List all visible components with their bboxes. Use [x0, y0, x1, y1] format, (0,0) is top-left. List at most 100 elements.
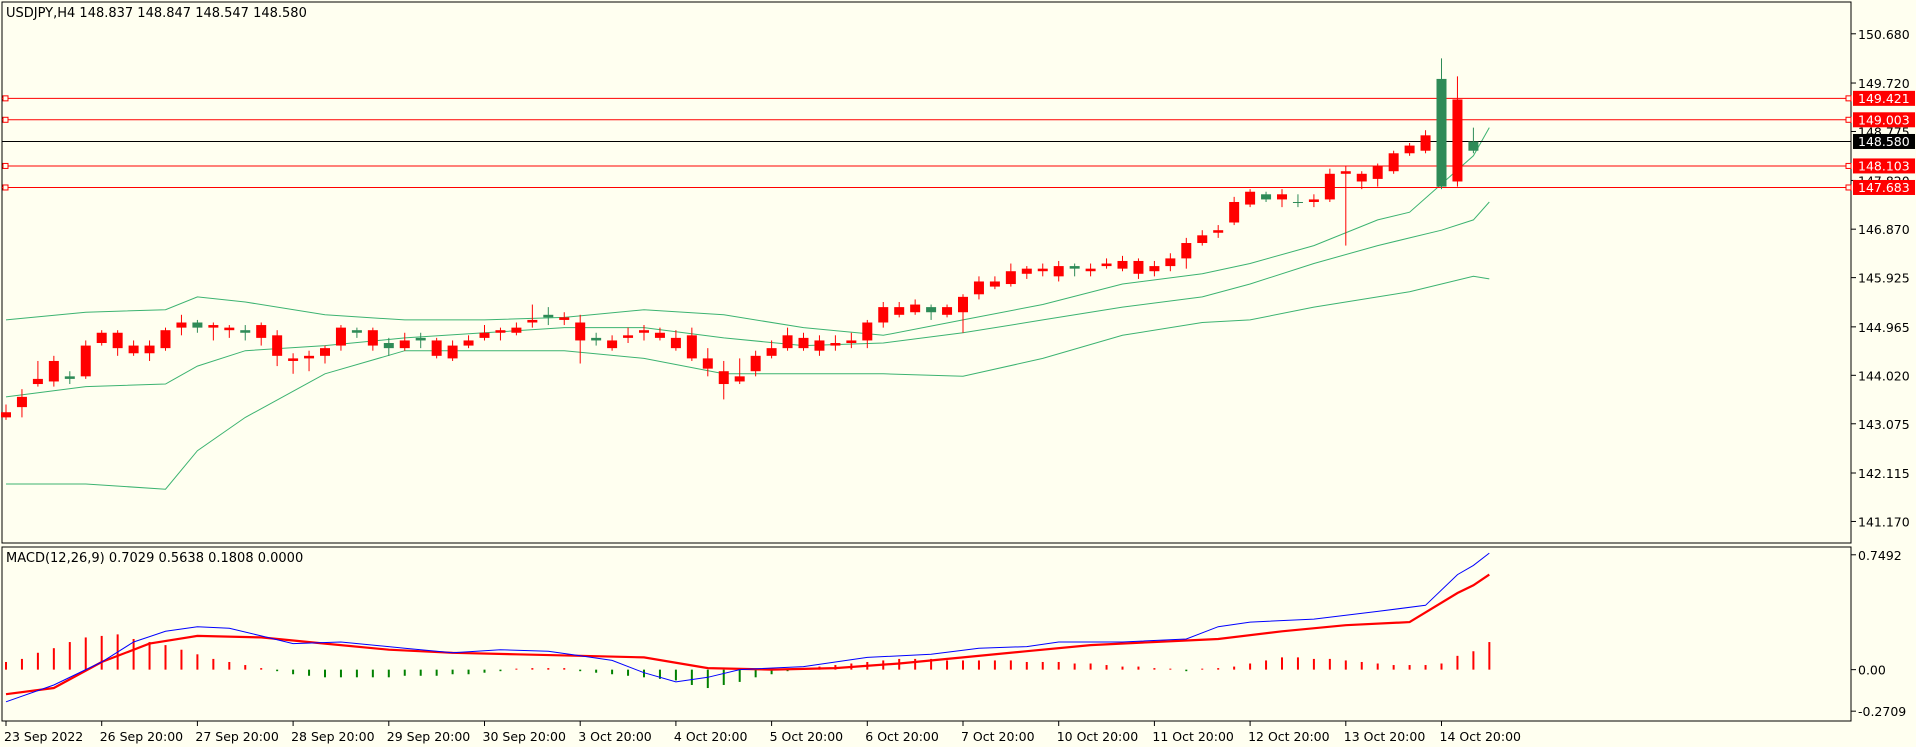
candle-body[interactable]	[1117, 260, 1128, 269]
candle-body[interactable]	[1356, 173, 1367, 182]
candle-body[interactable]	[639, 330, 649, 333]
candle-body[interactable]	[654, 332, 665, 338]
candle-body[interactable]	[734, 376, 745, 382]
candle-body[interactable]	[224, 327, 235, 331]
candle-body[interactable]	[1069, 266, 1080, 269]
candle-body[interactable]	[543, 314, 554, 318]
level-anchor-handle[interactable]	[1845, 116, 1852, 123]
candle-body[interactable]	[623, 335, 634, 338]
candle-body[interactable]	[48, 360, 59, 382]
candle-body[interactable]	[304, 355, 315, 359]
candle-body[interactable]	[1, 412, 11, 418]
candle-body[interactable]	[272, 335, 283, 356]
candle-body[interactable]	[942, 307, 953, 315]
candle-body[interactable]	[1245, 191, 1256, 205]
level-anchor-handle[interactable]	[2, 95, 9, 102]
candle-body[interactable]	[1388, 153, 1399, 172]
candle-body[interactable]	[1277, 194, 1287, 200]
candle-body[interactable]	[80, 345, 91, 377]
candle-body[interactable]	[750, 355, 761, 372]
candle-body[interactable]	[1005, 271, 1016, 285]
candle-body[interactable]	[1085, 268, 1096, 272]
candle-body[interactable]	[288, 358, 299, 361]
candle-body[interactable]	[798, 337, 809, 349]
level-anchor-handle[interactable]	[1845, 184, 1852, 191]
candle-body[interactable]	[431, 340, 442, 356]
candle-body[interactable]	[1133, 260, 1144, 274]
candle-body[interactable]	[1181, 243, 1192, 259]
candle-body[interactable]	[320, 348, 330, 356]
candle-body[interactable]	[718, 371, 729, 385]
level-anchor-handle[interactable]	[2, 184, 9, 191]
candle-body[interactable]	[399, 340, 410, 349]
macd-panel[interactable]: 0.7492 0.00 -0.2709	[1, 546, 1906, 722]
candle-body[interactable]	[1037, 268, 1048, 272]
candle-body[interactable]	[495, 330, 506, 333]
candle-body[interactable]	[176, 322, 187, 328]
level-anchor-handle[interactable]	[2, 116, 9, 123]
candle-body[interactable]	[926, 307, 937, 313]
candle-body[interactable]	[1165, 258, 1176, 267]
candle-body[interactable]	[479, 332, 490, 338]
candle-body[interactable]	[607, 340, 618, 349]
candle-body[interactable]	[351, 330, 362, 333]
level-anchor-handle[interactable]	[1845, 95, 1852, 102]
candle-body[interactable]	[527, 319, 538, 323]
candle-body[interactable]	[144, 345, 155, 354]
candle-body[interactable]	[447, 345, 458, 359]
candle-body[interactable]	[1021, 268, 1032, 274]
candle-body[interactable]	[1452, 99, 1463, 182]
candle-body[interactable]	[1229, 201, 1240, 223]
candle-body[interactable]	[575, 322, 586, 341]
candle-body[interactable]	[1213, 230, 1224, 233]
candle-body[interactable]	[192, 322, 203, 328]
candle-body[interactable]	[463, 340, 474, 346]
candle-body[interactable]	[511, 327, 522, 333]
price-panel[interactable]: 150.680149.720148.775147.820146.870145.9…	[1, 1, 1915, 544]
candle-body[interactable]	[1468, 141, 1479, 151]
candle-body[interactable]	[383, 343, 394, 349]
candle-body[interactable]	[1308, 199, 1319, 202]
level-anchor-handle[interactable]	[2, 162, 9, 169]
candle-body[interactable]	[1372, 166, 1383, 179]
candle-body[interactable]	[830, 343, 841, 346]
candle-body[interactable]	[1324, 173, 1335, 200]
candle-body[interactable]	[686, 335, 697, 359]
level-anchor-handle[interactable]	[1845, 162, 1852, 169]
candle-body[interactable]	[782, 335, 793, 349]
candle-body[interactable]	[1436, 78, 1447, 187]
candle-body[interactable]	[160, 330, 171, 349]
candle-body[interactable]	[1053, 266, 1064, 277]
candle-body[interactable]	[1197, 235, 1208, 244]
candle-body[interactable]	[766, 348, 777, 356]
candle-body[interactable]	[591, 337, 602, 341]
candle-body[interactable]	[973, 281, 984, 295]
candle-body[interactable]	[894, 307, 905, 315]
candle-body[interactable]	[208, 325, 219, 328]
candle-body[interactable]	[1292, 201, 1303, 203]
candle-body[interactable]	[32, 378, 43, 385]
candle-body[interactable]	[1404, 145, 1415, 154]
candle-body[interactable]	[1101, 263, 1112, 267]
candle-body[interactable]	[814, 340, 825, 351]
candle-body[interactable]	[702, 358, 713, 369]
candle-body[interactable]	[96, 332, 107, 344]
candle-body[interactable]	[559, 317, 570, 320]
candle-body[interactable]	[112, 332, 123, 349]
candle-body[interactable]	[415, 337, 426, 341]
candle-body[interactable]	[64, 376, 75, 379]
candle-body[interactable]	[256, 325, 267, 338]
candle-body[interactable]	[910, 304, 921, 313]
candle-body[interactable]	[240, 330, 251, 333]
candle-body[interactable]	[1261, 194, 1272, 200]
candle-body[interactable]	[989, 281, 1000, 287]
candle-body[interactable]	[1340, 171, 1351, 174]
candle-body[interactable]	[878, 307, 889, 323]
candle-body[interactable]	[670, 337, 681, 349]
candle-body[interactable]	[1149, 266, 1160, 272]
candle-body[interactable]	[862, 322, 873, 341]
candle-body[interactable]	[1420, 135, 1431, 151]
candle-body[interactable]	[846, 340, 857, 344]
candle-body[interactable]	[367, 330, 378, 346]
